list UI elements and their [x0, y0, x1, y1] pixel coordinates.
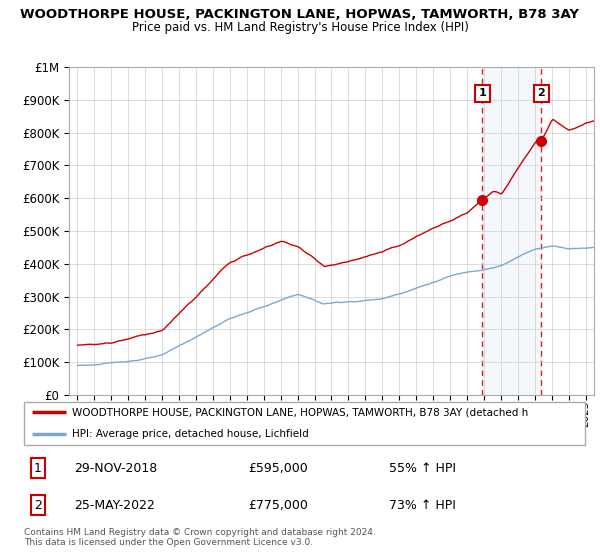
Text: £775,000: £775,000	[248, 499, 308, 512]
Text: £595,000: £595,000	[248, 462, 308, 475]
Text: 25-MAY-2022: 25-MAY-2022	[74, 499, 155, 512]
Text: 1: 1	[34, 462, 42, 475]
FancyBboxPatch shape	[24, 402, 585, 445]
Text: Price paid vs. HM Land Registry's House Price Index (HPI): Price paid vs. HM Land Registry's House …	[131, 21, 469, 34]
Text: WOODTHORPE HOUSE, PACKINGTON LANE, HOPWAS, TAMWORTH, B78 3AY: WOODTHORPE HOUSE, PACKINGTON LANE, HOPWA…	[20, 8, 580, 21]
Text: 1: 1	[479, 88, 486, 99]
Text: Contains HM Land Registry data © Crown copyright and database right 2024.
This d: Contains HM Land Registry data © Crown c…	[24, 528, 376, 547]
Text: 2: 2	[538, 88, 545, 99]
Bar	[482, 67, 541, 395]
Text: 73% ↑ HPI: 73% ↑ HPI	[389, 499, 455, 512]
Text: 55% ↑ HPI: 55% ↑ HPI	[389, 462, 455, 475]
Text: WOODTHORPE HOUSE, PACKINGTON LANE, HOPWAS, TAMWORTH, B78 3AY (detached h: WOODTHORPE HOUSE, PACKINGTON LANE, HOPWA…	[71, 408, 528, 417]
Text: 2: 2	[34, 499, 42, 512]
Text: HPI: Average price, detached house, Lichfield: HPI: Average price, detached house, Lich…	[71, 430, 308, 439]
Text: 29-NOV-2018: 29-NOV-2018	[74, 462, 158, 475]
